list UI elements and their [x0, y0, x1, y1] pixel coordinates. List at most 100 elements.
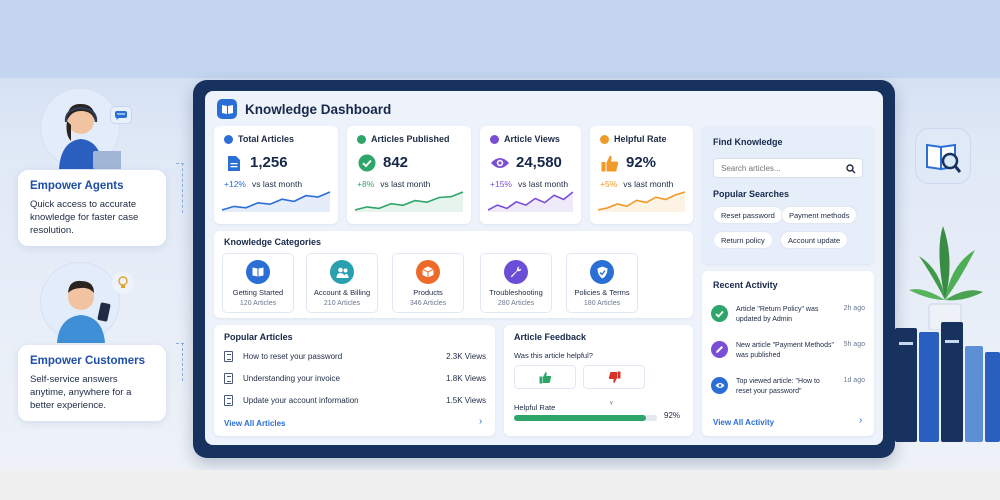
category-icon — [246, 260, 270, 284]
connector-line — [176, 343, 184, 344]
stat-dot-icon — [224, 134, 233, 144]
customer-avatar — [40, 262, 120, 343]
sparkline-chart — [222, 191, 330, 212]
category-count: 210 Articles — [323, 300, 361, 307]
thumbs-up-button[interactable] — [514, 365, 576, 389]
article-views: 1.8K Views — [446, 373, 486, 383]
article-title: Update your account information — [243, 395, 359, 405]
search-chip[interactable]: Account update — [780, 231, 849, 249]
article-row[interactable]: How to reset your password 2.3K Views — [224, 349, 486, 363]
category-card[interactable]: Policies & Terms 180 Articles — [566, 253, 638, 313]
stat-dot-icon — [357, 134, 366, 144]
stat-change-vs: vs last month — [251, 179, 303, 189]
article-feedback-panel: Article Feedback Was this article helpfu… — [504, 325, 693, 436]
persona-body: Self-service answers anytime, anywhere f… — [30, 374, 132, 411]
sparkline-chart — [355, 191, 463, 212]
document-icon — [224, 153, 244, 173]
category-count: 180 Articles — [583, 300, 621, 307]
books-illustration — [893, 322, 1000, 442]
helpful-rate-fill — [514, 415, 646, 421]
eye-icon — [490, 153, 510, 173]
chevron-right-icon[interactable]: › — [859, 415, 863, 426]
document-icon — [224, 372, 233, 384]
stat-card[interactable]: Helpful Rate 92% +5% vs last month — [590, 126, 693, 224]
activity-time: 5h ago — [843, 341, 865, 348]
category-icon — [330, 260, 354, 284]
thumbs-down-icon — [608, 371, 620, 383]
activity-time: 1d ago — [843, 377, 865, 384]
stat-change: +5% vs last month — [600, 179, 673, 189]
activity-time: 2h ago — [843, 305, 865, 312]
eye-icon — [711, 377, 728, 394]
stat-card[interactable]: Article Views 24,580 +15% vs last month — [480, 126, 581, 224]
stat-change-pct: +15% — [490, 179, 512, 189]
pencil-icon — [711, 341, 728, 358]
activity-title: Recent Activity — [713, 280, 778, 290]
dashboard-screen: Knowledge Dashboard Total Articles 1,256… — [205, 91, 883, 445]
article-row[interactable]: Understanding your invoice 1.8K Views — [224, 371, 486, 385]
stat-label: Total Articles — [238, 134, 295, 144]
stat-label: Article Views — [504, 134, 560, 144]
view-all-activity-link[interactable]: View All Activity — [713, 418, 775, 427]
article-row[interactable]: Update your account information 1.5K View… — [224, 393, 486, 407]
connector-line — [182, 163, 183, 213]
article-title: How to reset your password — [243, 351, 343, 361]
search-input[interactable] — [721, 164, 841, 173]
category-icon — [416, 260, 440, 284]
category-name: Troubleshooting — [489, 288, 543, 297]
thumbs-up-icon — [600, 153, 620, 173]
feedback-title: Article Feedback — [514, 332, 587, 342]
stat-label-row: Articles Published — [357, 134, 450, 144]
stat-label-row: Helpful Rate — [600, 134, 667, 144]
popular-title: Popular Articles — [224, 332, 293, 342]
book-logo-icon — [217, 99, 237, 119]
find-knowledge-panel: Find Knowledge Popular Searches Reset pa… — [702, 126, 874, 264]
search-chip[interactable]: Return policy — [713, 231, 773, 249]
category-card[interactable]: Products 346 Articles — [392, 253, 464, 313]
stat-change-pct: +8% — [357, 179, 375, 189]
stat-label-row: Article Views — [490, 134, 560, 144]
cursor-icon: ᵞ — [610, 399, 613, 408]
stat-change-vs: vs last month — [623, 179, 674, 189]
lightbulb-icon — [112, 272, 134, 294]
stat-dot-icon — [490, 134, 499, 144]
check-icon — [711, 305, 728, 322]
chat-bubble-icon — [110, 106, 132, 124]
thumbs-up-icon — [539, 371, 551, 383]
search-icon[interactable] — [846, 164, 856, 174]
recent-activity-panel: Recent Activity Article "Return Policy" … — [702, 271, 874, 436]
stat-card[interactable]: Total Articles 1,256 +12% vs last month — [214, 126, 338, 224]
article-views: 2.3K Views — [446, 351, 486, 361]
sparkline-chart — [488, 191, 573, 212]
stat-change: +15% vs last month — [490, 179, 568, 189]
thumbs-down-button[interactable] — [583, 365, 645, 389]
search-chip[interactable]: Payment methods — [781, 206, 858, 224]
stat-label-row: Total Articles — [224, 134, 294, 144]
stat-change-pct: +5% — [600, 179, 618, 189]
stat-value: 1,256 — [250, 154, 288, 171]
category-card[interactable]: Troubleshooting 280 Articles — [480, 253, 552, 313]
category-count: 280 Articles — [497, 300, 535, 307]
helpful-rate-label: Helpful Rate — [514, 403, 556, 412]
find-title: Find Knowledge — [713, 137, 783, 147]
page-title: Knowledge Dashboard — [245, 101, 392, 117]
stat-card[interactable]: Articles Published 842 +8% vs last month — [347, 126, 471, 224]
check-circle-icon — [357, 153, 377, 173]
category-card[interactable]: Getting Started 120 Articles — [222, 253, 294, 313]
dashboard-header: Knowledge Dashboard — [217, 99, 391, 119]
persona-title: Empower Agents — [30, 180, 124, 192]
connector-line — [176, 163, 184, 164]
article-title: Understanding your invoice — [243, 373, 340, 383]
search-chip[interactable]: Reset password — [713, 206, 783, 224]
category-card[interactable]: Account & Billing 210 Articles — [306, 253, 378, 313]
persona-body: Quick access to accurate knowledge for f… — [30, 199, 139, 236]
popular-articles-panel: Popular Articles How to reset your passw… — [214, 325, 495, 436]
stat-value: 92% — [626, 154, 657, 171]
stat-change-vs: vs last month — [517, 179, 569, 189]
category-name: Policies & Terms — [574, 288, 630, 297]
background-band — [0, 0, 1000, 78]
activity-text: New article "Payment Methods" was publis… — [736, 342, 834, 359]
chevron-right-icon[interactable]: › — [479, 416, 483, 427]
view-all-articles-link[interactable]: View All Articles — [224, 419, 286, 428]
persona-card-customers: Empower Customers Self-service answers a… — [18, 345, 166, 421]
